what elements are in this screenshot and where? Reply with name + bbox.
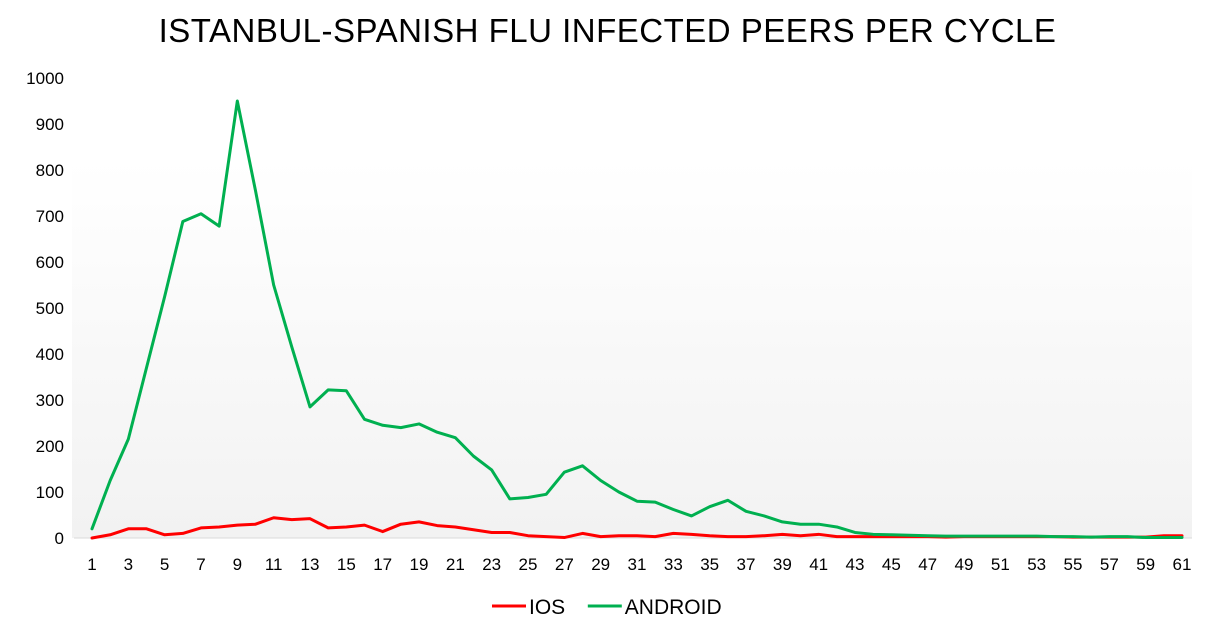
x-tick-label: 17 bbox=[373, 555, 392, 574]
chart-title: ISTANBUL-SPANISH FLU INFECTED PEERS PER … bbox=[158, 12, 1057, 49]
x-tick-label: 13 bbox=[301, 555, 320, 574]
legend-label-ios: IOS bbox=[529, 596, 565, 619]
x-tick-label: 9 bbox=[233, 555, 242, 574]
x-tick-label: 57 bbox=[1100, 555, 1119, 574]
series-line-android bbox=[90, 99, 1184, 540]
x-axis-labels: 1 3 5 7 9 11 13 15 17 19 21 23 25 27 29 31 33 35 37 39 41 43 4… bbox=[87, 555, 1191, 574]
x-tick-label: 11 bbox=[265, 555, 283, 574]
y-tick-label: 600 bbox=[36, 253, 64, 272]
x-tick-label: 55 bbox=[1064, 555, 1083, 574]
x-tick-label: 21 bbox=[446, 555, 465, 574]
x-tick-label: 31 bbox=[628, 555, 647, 574]
x-tick-label: 45 bbox=[882, 555, 901, 574]
y-tick-label: 500 bbox=[36, 299, 64, 318]
x-tick-label: 47 bbox=[918, 555, 937, 574]
x-tick-label: 23 bbox=[482, 555, 501, 574]
y-tick-label: 900 bbox=[36, 115, 64, 134]
series-lines bbox=[90, 99, 1184, 540]
x-tick-label: 33 bbox=[664, 555, 683, 574]
x-tick-label: 19 bbox=[410, 555, 429, 574]
y-tick-label: 100 bbox=[36, 483, 64, 502]
x-tick-label: 41 bbox=[809, 555, 828, 574]
x-tick-label: 27 bbox=[555, 555, 574, 574]
x-tick-label: 59 bbox=[1136, 555, 1155, 574]
y-tick-label: 200 bbox=[36, 437, 64, 456]
x-tick-label: 1 bbox=[87, 555, 96, 574]
y-axis-labels: 0 100 200 300 400 500 600 700 800 900 1000 bbox=[26, 69, 64, 548]
x-tick-label: 7 bbox=[196, 555, 205, 574]
y-tick-label: 0 bbox=[55, 529, 64, 548]
x-tick-label: 29 bbox=[591, 555, 610, 574]
x-tick-label: 53 bbox=[1027, 555, 1046, 574]
x-tick-label: 3 bbox=[124, 555, 133, 574]
x-tick-label: 61 bbox=[1173, 555, 1192, 574]
x-tick-label: 39 bbox=[773, 555, 792, 574]
y-tick-label: 700 bbox=[36, 207, 64, 226]
x-tick-label: 15 bbox=[337, 555, 356, 574]
y-tick-label: 300 bbox=[36, 391, 64, 410]
y-tick-label: 1000 bbox=[26, 69, 64, 88]
x-tick-label: 51 bbox=[991, 555, 1010, 574]
x-tick-label: 43 bbox=[846, 555, 865, 574]
x-tick-label: 25 bbox=[519, 555, 538, 574]
legend-label-android: ANDROID bbox=[625, 596, 722, 619]
legend: IOS ANDROID bbox=[492, 596, 722, 619]
y-tick-label: 400 bbox=[36, 345, 64, 364]
y-tick-label: 800 bbox=[36, 161, 64, 180]
x-tick-label: 37 bbox=[737, 555, 756, 574]
plot-area bbox=[72, 160, 1192, 538]
x-tick-label: 49 bbox=[955, 555, 974, 574]
x-tick-label: 35 bbox=[700, 555, 719, 574]
x-tick-label: 5 bbox=[160, 555, 169, 574]
